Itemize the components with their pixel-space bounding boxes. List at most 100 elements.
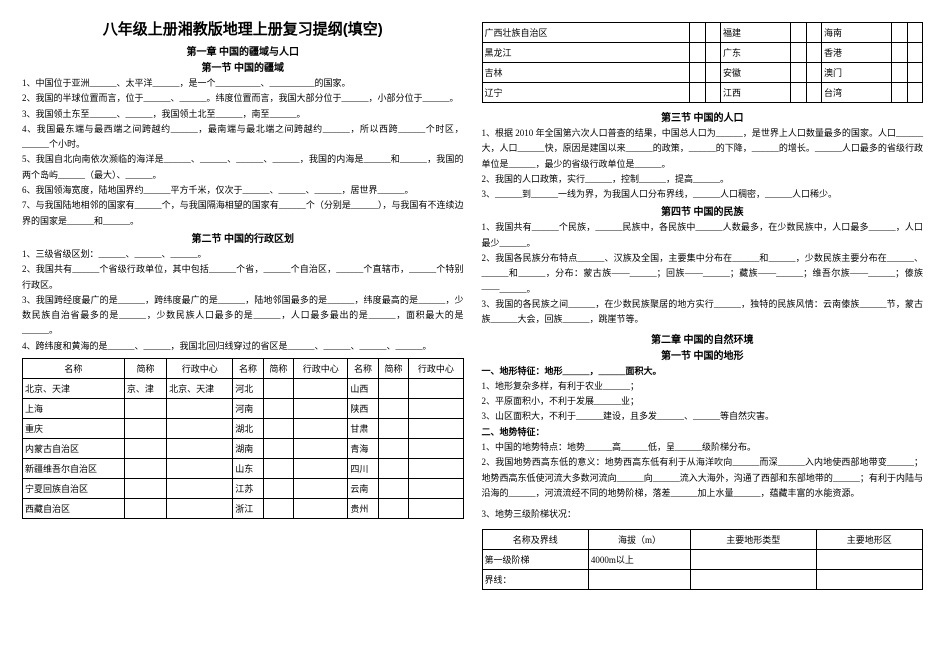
table-cell: [167, 439, 233, 459]
table-cell: [294, 499, 348, 519]
table-header: 海拔（m）: [588, 529, 690, 549]
section-2: 第二节 中国的行政区划: [22, 230, 464, 245]
table-row: 西藏自治区浙江贵州: [23, 499, 464, 519]
table-row: 黑龙江广东香港: [482, 43, 923, 63]
para-11: 4、跨纬度和黄海的是______、______，我国北回归线穿过的省区是____…: [22, 339, 464, 354]
table-cell: [167, 419, 233, 439]
table-cell: [907, 63, 922, 83]
table-cell: [690, 63, 705, 83]
table-cell: 界线：: [482, 569, 588, 589]
table-cell: 香港: [821, 43, 891, 63]
right-para-10: 1、中国的地势特点：地势______高______低，呈______级阶梯分布。: [482, 440, 924, 455]
right-para-9: 3、山区面积大，不利于______建设，且多发______、______等自然灾…: [482, 409, 924, 424]
table-cell: [294, 459, 348, 479]
table-cell: [892, 23, 907, 43]
right-para-11: 2、我国地势西高东低的意义：地势西高东低有利于从海洋吹向______而深____…: [482, 455, 924, 501]
table-row: 界线：: [482, 569, 923, 589]
table-cell: [892, 43, 907, 63]
table-cell: [294, 439, 348, 459]
table-cell: [124, 499, 166, 519]
table-cell: [124, 439, 166, 459]
table-row: 辽宁江西台湾: [482, 83, 923, 103]
table-row: 广西壮族自治区福建海南: [482, 23, 923, 43]
table-cell: [263, 479, 293, 499]
right-para-7: 1、地形复杂多样，有利于农业______；: [482, 379, 924, 394]
right-para-8: 2、平原面积小，不利于发展______业；: [482, 394, 924, 409]
table-cell: [705, 43, 720, 63]
table-cell: [691, 569, 817, 589]
para-4: 4、我国最东端与最西端之间跨越约______，最南端与最北端之间跨越约_____…: [22, 122, 464, 153]
table-cell: 广西壮族自治区: [482, 23, 690, 43]
table-cell: [378, 399, 408, 419]
table-cell: [294, 379, 348, 399]
province-table-1: 名称简称行政中心名称简称行政中心名称简称行政中心 北京、天津京、津北京、天津河北…: [22, 358, 464, 519]
table-cell: [409, 459, 463, 479]
table-cell: 新疆维吾尔自治区: [23, 459, 125, 479]
table-row: 上海河南陕西: [23, 399, 464, 419]
table-cell: 重庆: [23, 419, 125, 439]
table-cell: [690, 43, 705, 63]
table-cell: 云南: [348, 479, 378, 499]
table-cell: [124, 479, 166, 499]
table-cell: [907, 23, 922, 43]
table-header: 名称: [23, 359, 125, 379]
table-cell: [167, 479, 233, 499]
table-header: 简称: [124, 359, 166, 379]
table-cell: 河北: [233, 379, 263, 399]
table-cell: [378, 499, 408, 519]
table-cell: 吉林: [482, 63, 690, 83]
province-table-2: 广西壮族自治区福建海南黑龙江广东香港吉林安徽澳门辽宁江西台湾: [482, 22, 924, 103]
section-4: 第四节 中国的民族: [482, 203, 924, 218]
section-5: 第一节 中国的地形: [482, 347, 924, 362]
table-cell: [791, 43, 806, 63]
table-cell: 宁夏回族自治区: [23, 479, 125, 499]
table-row: 新疆维吾尔自治区山东四川: [23, 459, 464, 479]
table-cell: [409, 379, 463, 399]
table-cell: [124, 419, 166, 439]
para-7: 7、与我国陆地相邻的国家有______个，与我国隔海相望的国家有______个（…: [22, 198, 464, 229]
table-cell: [705, 83, 720, 103]
table-row: 内蒙古自治区 湖南 青海: [23, 439, 464, 459]
table-cell: [409, 439, 463, 459]
table-cell: 河南: [233, 399, 263, 419]
table-cell: [892, 83, 907, 103]
table-header: 名称: [233, 359, 263, 379]
table-cell: [409, 419, 463, 439]
table-cell: [409, 499, 463, 519]
para-9: 2、我国共有______个省级行政单位，其中包括______个省，______个…: [22, 262, 464, 293]
right-para-5: 2、我国各民族分布特点______、汉族及全国，主要集中分布在______和__…: [482, 251, 924, 297]
table-cell: 安徽: [721, 63, 791, 83]
table-cell: 北京、天津: [167, 379, 233, 399]
table-cell: 黑龙江: [482, 43, 690, 63]
table-header: 行政中心: [167, 359, 233, 379]
table-cell: [806, 43, 821, 63]
table-cell: 贵州: [348, 499, 378, 519]
table-cell: 山西: [348, 379, 378, 399]
table-cell: [378, 419, 408, 439]
table-cell: [263, 379, 293, 399]
table-cell: 江苏: [233, 479, 263, 499]
table-cell: [263, 399, 293, 419]
table-cell: 湖南: [233, 439, 263, 459]
right-para-6: 3、我国的各民族之间______，在少数民族聚居的地方实行______，独特的民…: [482, 297, 924, 328]
table-header: 行政中心: [409, 359, 463, 379]
table-header: 名称及界线: [482, 529, 588, 549]
table-cell: 四川: [348, 459, 378, 479]
right-para-3: 3、______到______一线为界，为我国人口分布界线，______人口稠密…: [482, 187, 924, 202]
table-cell: 内蒙古自治区: [23, 439, 125, 459]
table-cell: 辽宁: [482, 83, 690, 103]
doc-title: 八年级上册湘教版地理上册复习提纲(填空): [22, 18, 464, 39]
table-cell: [378, 459, 408, 479]
table-cell: 台湾: [821, 83, 891, 103]
table-cell: [378, 379, 408, 399]
table-cell: [124, 399, 166, 419]
left-column: 八年级上册湘教版地理上册复习提纲(填空) 第一章 中国的疆域与人口 第一节 中国…: [22, 18, 464, 637]
right-para-2: 2、我国的人口政策，实行______，控制______，提高______。: [482, 172, 924, 187]
table-cell: [588, 569, 690, 589]
para-3: 3、我国领土东至______、______，我国领土北至______，南至___…: [22, 107, 464, 122]
table-cell: 青海: [348, 439, 378, 459]
table-cell: [791, 23, 806, 43]
para-5: 5、我国自北向南依次濒临的海洋是______、______、______、___…: [22, 152, 464, 183]
table-cell: 浙江: [233, 499, 263, 519]
chapter-2: 第二章 中国的自然环境: [482, 331, 924, 346]
